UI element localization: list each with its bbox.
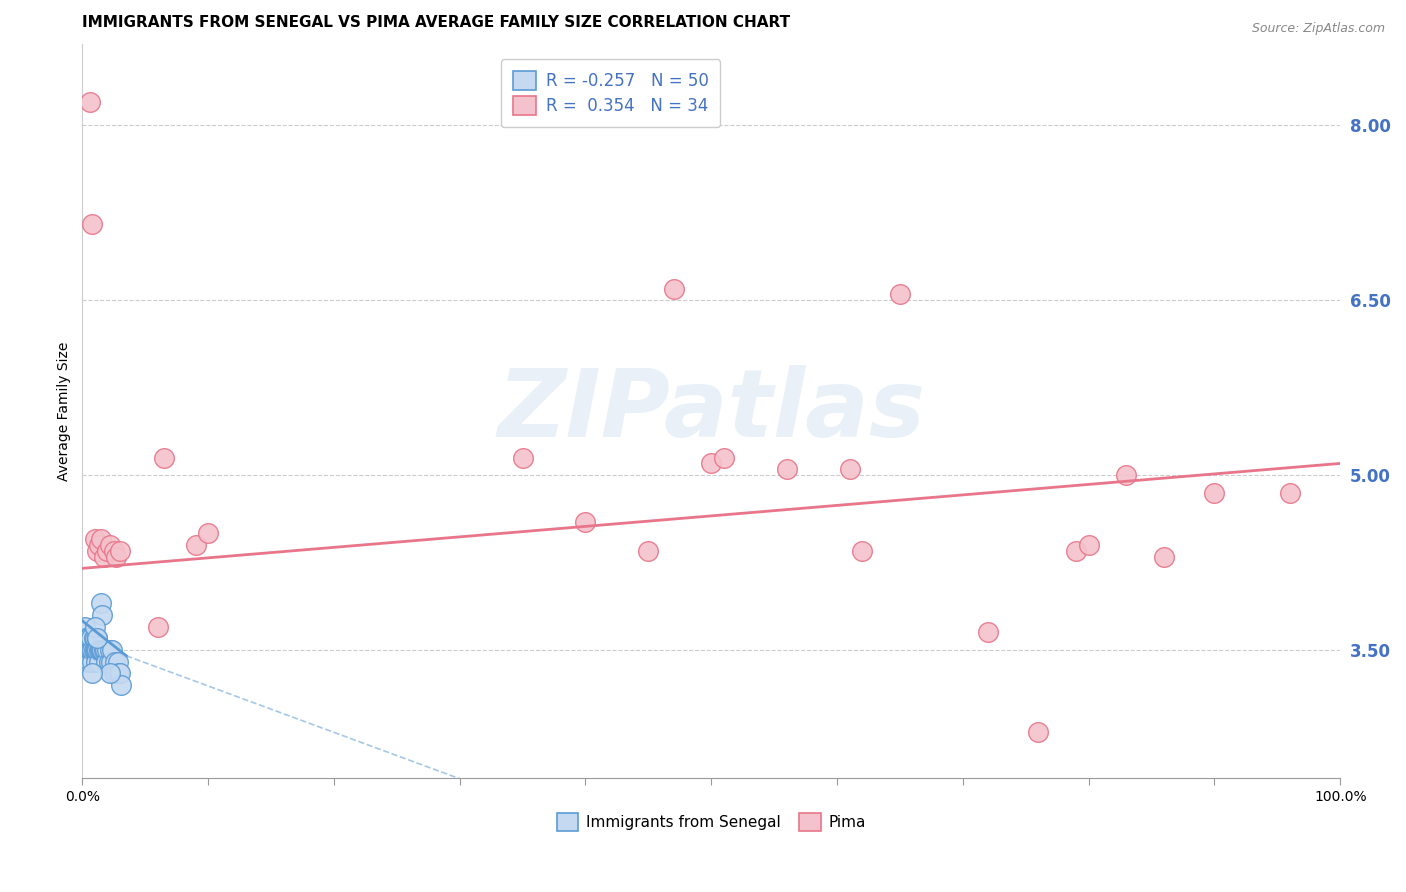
Point [82,218,104,232]
Point [104,655,127,669]
Point [100,655,122,669]
Point [776,462,799,476]
Point [96,544,118,558]
Point [83,632,105,646]
Point [96,643,118,657]
Point [851,544,873,558]
Point [87,643,110,657]
Point [86,632,108,646]
Point [91,607,114,622]
Point [79,655,101,669]
Point [105,666,128,681]
Point [83,620,105,634]
Point [103,544,125,558]
Point [90,532,112,546]
Point [110,678,132,692]
Point [98,643,121,657]
Point [83,643,105,657]
Point [512,450,534,465]
Text: Source: ZipAtlas.com: Source: ZipAtlas.com [1251,22,1385,36]
Point [197,526,219,541]
Point [838,462,860,476]
Point [76,632,98,646]
Text: ZIPatlas: ZIPatlas [498,365,925,457]
Point [1115,468,1137,483]
Point [86,632,108,646]
Point [105,549,128,564]
Point [75,643,97,657]
Point [101,643,124,657]
Point [79,95,101,109]
Point [86,544,108,558]
Point [76,655,98,669]
Point [77,632,100,646]
Point [80,632,103,646]
Point [72,632,94,646]
Point [153,450,176,465]
Point [87,538,110,552]
Y-axis label: Average Family Size: Average Family Size [58,342,72,481]
Point [82,666,104,681]
Point [73,620,96,634]
Point [80,643,103,657]
Point [83,532,105,546]
Point [107,655,129,669]
Point [90,643,112,657]
Point [82,655,104,669]
Point [1204,485,1226,500]
Point [77,643,100,657]
Point [89,643,111,657]
Point [91,643,114,657]
Point [79,643,101,657]
Point [83,643,105,657]
Point [98,666,121,681]
Legend: Immigrants from Senegal, Pima: Immigrants from Senegal, Pima [551,807,872,837]
Point [96,655,118,669]
Point [75,632,97,646]
Point [107,666,129,681]
Point [1077,538,1099,552]
Point [662,281,685,295]
Point [97,655,120,669]
Point [637,544,659,558]
Point [93,549,115,564]
Point [82,643,104,657]
Point [977,625,1000,640]
Point [184,538,207,552]
Point [889,287,911,301]
Point [146,620,169,634]
Point [108,544,131,558]
Point [90,596,112,610]
Point [1278,485,1301,500]
Point [574,515,596,529]
Point [108,666,131,681]
Point [84,655,107,669]
Point [73,643,96,657]
Point [83,632,105,646]
Point [98,538,121,552]
Point [103,666,125,681]
Point [76,643,98,657]
Point [94,643,117,657]
Point [1064,544,1087,558]
Text: IMMIGRANTS FROM SENEGAL VS PIMA AVERAGE FAMILY SIZE CORRELATION CHART: IMMIGRANTS FROM SENEGAL VS PIMA AVERAGE … [83,15,790,30]
Point [93,643,115,657]
Point [700,457,723,471]
Point [84,643,107,657]
Point [87,655,110,669]
Point [1153,549,1175,564]
Point [86,643,108,657]
Point [713,450,735,465]
Point [1028,724,1050,739]
